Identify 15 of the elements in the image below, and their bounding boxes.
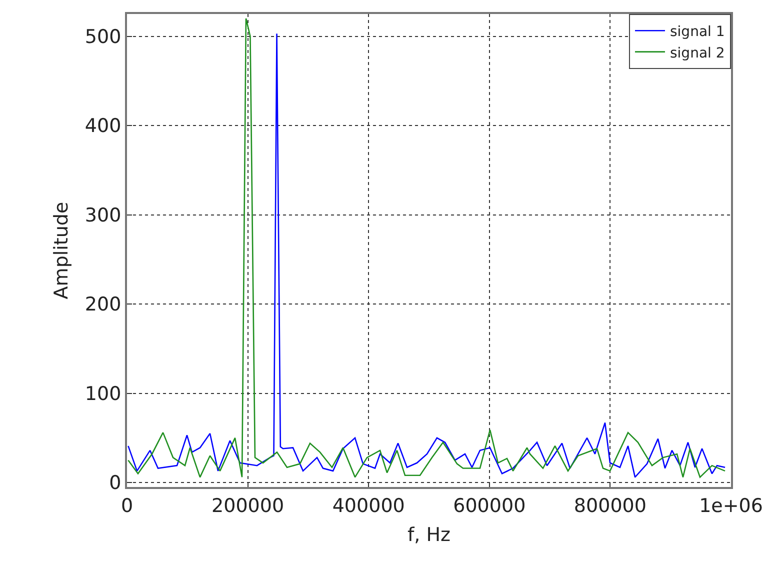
y-tick-label: 500 — [84, 26, 122, 48]
y-tick-label: 0 — [109, 472, 122, 494]
y-tick-label: 200 — [84, 294, 122, 316]
x-axis-title: f, Hz — [407, 524, 451, 546]
x-tick-label: 200000 — [212, 494, 284, 517]
y-tick-label: 400 — [84, 115, 122, 138]
x-tick-label: 800000 — [574, 494, 646, 517]
y-axis-title: Amplitude — [50, 202, 72, 300]
legend-label: signal 1 — [670, 24, 725, 40]
x-tick-label: 1e+06 — [699, 494, 763, 517]
x-tick-label: 600000 — [453, 494, 526, 517]
y-tick-label: 300 — [84, 204, 122, 226]
y-tick-label: 100 — [84, 382, 122, 405]
legend-label: signal 2 — [670, 45, 725, 62]
x-tick-label: 400000 — [332, 494, 405, 517]
